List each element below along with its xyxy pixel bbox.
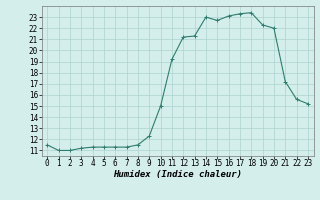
X-axis label: Humidex (Indice chaleur): Humidex (Indice chaleur) [113,170,242,179]
